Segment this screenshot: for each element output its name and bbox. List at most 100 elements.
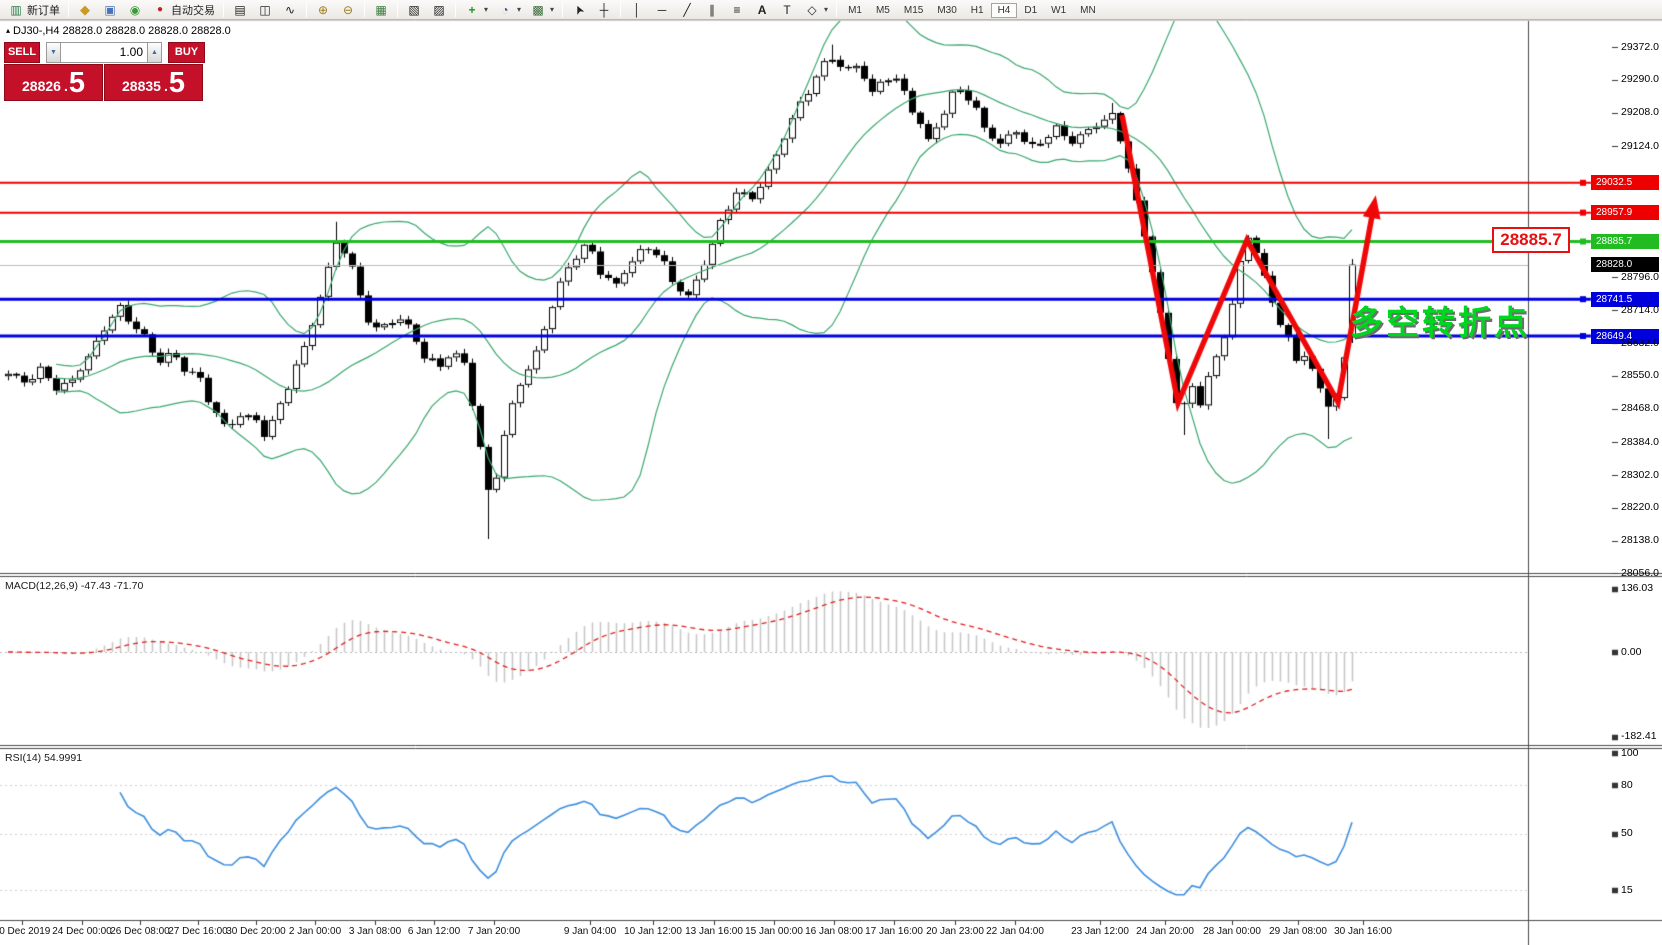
timeframe-button-M1[interactable]: M1 [848, 4, 862, 16]
shapes-icon: ◇ [807, 2, 817, 17]
crosshair-icon: ┼ [599, 2, 609, 17]
turning-point-annotation: 多空转折点 [1350, 304, 1530, 341]
new-chart-icon: ◆ [80, 1, 90, 17]
indicator-list-icon: ▨ [433, 2, 445, 17]
tile-windows-button[interactable]: ▦ [369, 1, 393, 19]
profiles-button[interactable]: ▣ [98, 1, 122, 19]
candlestick-chart-button[interactable]: ◫ [253, 1, 277, 19]
chevron-down-icon: ▾ [550, 5, 555, 14]
separator [620, 2, 622, 17]
label-tool-button[interactable]: T [775, 1, 799, 19]
text-tool-button[interactable]: A [750, 1, 774, 19]
separator [455, 2, 456, 17]
template-icon: ▩ [532, 2, 544, 17]
sell-price-dot: . [63, 78, 68, 94]
sell-button[interactable]: SELL [4, 42, 40, 63]
separator [836, 2, 838, 17]
cursor-icon: ➤ [570, 1, 588, 18]
label-tool-icon: T [783, 2, 791, 17]
timeframe-button-H4[interactable]: H4 [990, 2, 1018, 18]
volume-input[interactable]: 1.00 [61, 42, 147, 63]
new-chart-button[interactable]: ◆ [73, 1, 97, 19]
separator [68, 2, 69, 17]
auto-trading-label: 自动交易 [171, 4, 215, 17]
price-callout-box[interactable]: 28885.7 [1492, 227, 1570, 253]
zoom-in-button[interactable]: ⊕ [311, 1, 335, 19]
macd-indicator-label: MACD(12,26,9) -47.43 -71.70 [5, 580, 144, 592]
zoom-out-icon: ⊖ [342, 2, 354, 17]
separator [562, 2, 564, 17]
bar-chart-button[interactable]: ▤ [228, 1, 252, 19]
indicator-window-icon: ▧ [408, 2, 420, 17]
buy-price-fraction: 5 [168, 67, 185, 99]
zoom-in-icon: ⊕ [317, 2, 329, 17]
indicator-list-button[interactable]: ▨ [427, 1, 451, 19]
sell-price-display[interactable]: 28826. 5 [4, 64, 103, 101]
profiles-icon: ▣ [104, 2, 116, 17]
timeframe-button-W1[interactable]: W1 [1051, 4, 1067, 16]
volume-decrease-button[interactable]: ▼ [46, 42, 61, 63]
cursor-button[interactable]: ➤ [567, 1, 591, 19]
trendline-icon: ╱ [683, 2, 691, 17]
volume-stepper: ▼ 1.00 ▲ [46, 42, 162, 63]
timeframe-group: M1 M5 M15 M30 H1 H4 D1 W1 MN [841, 2, 1103, 18]
volume-increase-button[interactable]: ▲ [147, 42, 162, 63]
line-chart-button[interactable]: ∿ [278, 1, 302, 19]
chevron-down-icon: ▾ [517, 5, 522, 14]
sell-price-main: 28826 [22, 78, 61, 94]
horizontal-line-button[interactable]: ─ [650, 1, 674, 19]
text-tool-icon: A [757, 2, 767, 17]
new-order-icon: ▥ [10, 2, 22, 17]
market-watch-button[interactable]: ◉ [123, 1, 147, 19]
buy-button[interactable]: BUY [168, 42, 205, 63]
channel-icon: ∥ [709, 2, 716, 17]
shapes-button[interactable]: ◇ ▾ [800, 1, 832, 19]
symbol-header: ▴ DJ30-,H4 28828.0 28828.0 28828.0 28828.… [6, 25, 231, 37]
auto-trading-icon: ● [156, 3, 164, 15]
new-order-label: 新订单 [27, 4, 60, 17]
symbol-ohlc-text: DJ30-,H4 28828.0 28828.0 28828.0 28828.0 [13, 25, 231, 37]
toolbar: ▥ 新订单 ◆ ▣ ◉ ● 自动交易 ▤ ◫ ∿ ⊕ ⊖ ▦ ▧ ▨ + ▾ ◔ ▾… [0, 0, 1662, 20]
separator [397, 2, 398, 17]
fibonacci-button[interactable]: ≡ [725, 1, 749, 19]
rsi-indicator-label: RSI(14) 54.9991 [5, 752, 83, 764]
bar-chart-icon: ▤ [234, 2, 246, 17]
tile-windows-icon: ▦ [375, 2, 387, 17]
chevron-down-icon: ▾ [484, 5, 489, 14]
buy-price-display[interactable]: 28835. 5 [104, 64, 203, 101]
trendline-button[interactable]: ╱ [675, 1, 699, 19]
horizontal-line-icon: ─ [657, 2, 667, 17]
market-watch-icon: ◉ [129, 2, 141, 17]
separator [364, 2, 365, 17]
channel-button[interactable]: ∥ [700, 1, 724, 19]
timeframe-button-M30[interactable]: M30 [937, 4, 957, 16]
buy-price-main: 28835 [122, 78, 161, 94]
chevron-down-icon: ▾ [824, 5, 829, 14]
periods-button[interactable]: ◔ ▾ [493, 1, 525, 19]
symbol-marker-icon: ▴ [6, 26, 11, 35]
auto-trading-button[interactable]: ● 自动交易 [148, 1, 219, 19]
separator [306, 2, 307, 17]
one-click-trade-panel: SELL ▼ 1.00 ▲ BUY 28826. 5 28835. 5 [4, 42, 205, 101]
line-chart-icon: ∿ [284, 2, 296, 17]
indicator-window-button[interactable]: ▧ [402, 1, 426, 19]
separator [223, 2, 224, 17]
timeframe-button-D1[interactable]: D1 [1024, 4, 1038, 16]
fibonacci-icon: ≡ [733, 2, 741, 17]
sell-price-fraction: 5 [68, 67, 85, 99]
zoom-out-button[interactable]: ⊖ [336, 1, 360, 19]
templates-button[interactable]: ▩ ▾ [526, 1, 558, 19]
candlestick-chart-icon: ◫ [259, 2, 271, 17]
vertical-line-icon: │ [633, 2, 641, 17]
timeframe-button-M5[interactable]: M5 [875, 4, 890, 16]
crosshair-button[interactable]: ┼ [592, 1, 616, 19]
timeframe-button-MN[interactable]: MN [1080, 4, 1096, 16]
new-order-button[interactable]: ▥ 新订单 [4, 1, 64, 19]
timeframe-button-H1[interactable]: H1 [970, 4, 984, 16]
vertical-line-button[interactable]: │ [625, 1, 649, 19]
buy-price-dot: . [163, 78, 168, 94]
clock-icon: ◔ [501, 2, 509, 17]
timeframe-button-M15[interactable]: M15 [903, 4, 924, 16]
add-indicator-button[interactable]: + ▾ [460, 1, 492, 19]
